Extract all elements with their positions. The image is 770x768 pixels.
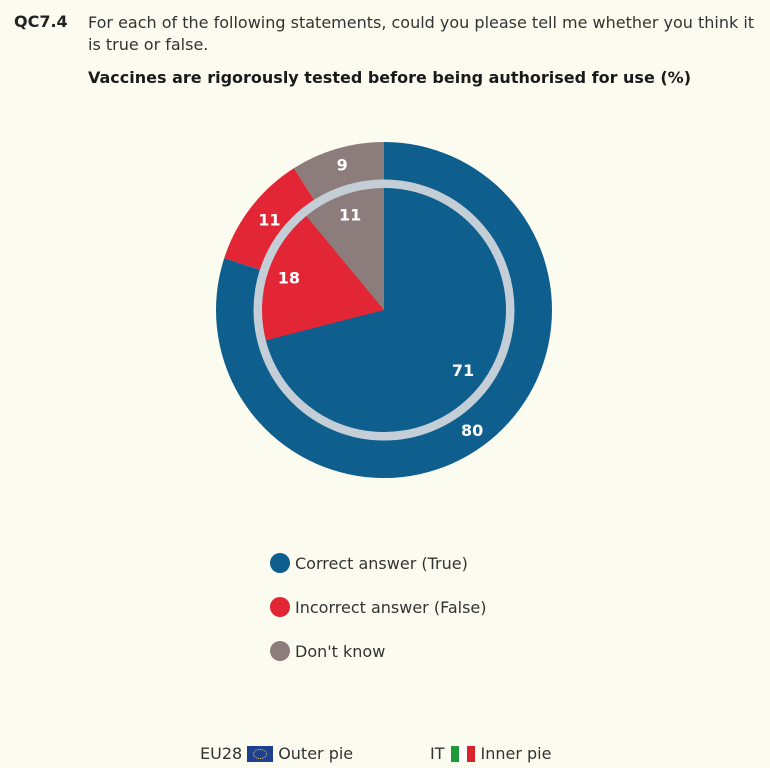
inner-slice-correct xyxy=(265,188,507,433)
footer-it-label: IT xyxy=(430,744,445,763)
question-code: QC7.4 xyxy=(14,12,68,31)
eu-flag-icon xyxy=(247,745,274,762)
legend-swatch-incorrect xyxy=(270,597,290,617)
legend-item-dont-know: Don't know xyxy=(270,640,487,662)
inner-label-correct: 71 xyxy=(452,361,474,380)
inner-slice-incorrect xyxy=(262,215,384,341)
footer-it: IT Inner pie xyxy=(430,744,551,763)
footer-eu-label: EU28 xyxy=(200,744,243,763)
footer-eu-pie: Outer pie xyxy=(278,744,354,763)
legend: Correct answer (True) Incorrect answer (… xyxy=(270,552,487,684)
legend-label-correct: Correct answer (True) xyxy=(295,553,468,573)
it-flag-icon xyxy=(450,745,475,762)
pie-separator-ring xyxy=(253,179,515,441)
outer-label-incorrect: 11 xyxy=(258,211,280,230)
legend-item-incorrect: Incorrect answer (False) xyxy=(270,596,487,618)
question-text: For each of the following statements, co… xyxy=(88,13,755,54)
chart-subtitle: Vaccines are rigorously tested before be… xyxy=(88,68,692,87)
outer-label-dont-know: 9 xyxy=(337,155,348,174)
legend-swatch-dont-know xyxy=(270,641,290,661)
footer-eu: EU28 Outer pie xyxy=(200,744,353,763)
legend-label-incorrect: Incorrect answer (False) xyxy=(295,597,487,617)
legend-label-dont-know: Don't know xyxy=(295,641,386,661)
legend-swatch-correct xyxy=(270,553,290,573)
inner-label-dont-know: 11 xyxy=(339,205,361,224)
pie-chart: 80 11 9 71 18 11 xyxy=(215,142,552,478)
legend-item-correct: Correct answer (True) xyxy=(270,552,487,574)
footer-it-pie: Inner pie xyxy=(480,744,552,763)
inner-slice-dont-know xyxy=(306,188,384,310)
inner-label-incorrect: 18 xyxy=(278,269,300,288)
outer-label-correct: 80 xyxy=(461,421,483,440)
